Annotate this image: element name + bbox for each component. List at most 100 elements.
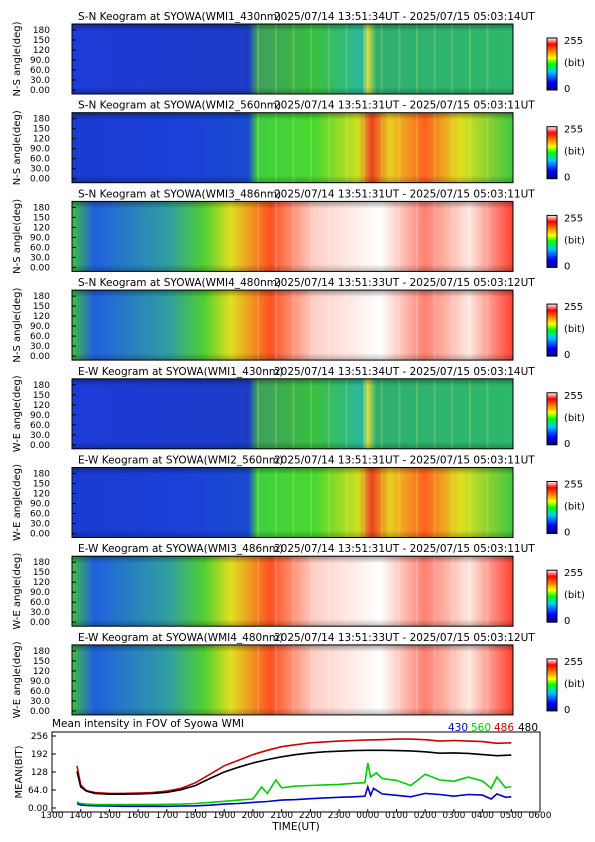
- colorbar-unit: (bit): [564, 590, 585, 601]
- keogram-time-range: 2025/07/14 13:51:34UT - 2025/07/15 05:03…: [274, 366, 535, 378]
- ytick-label: 30.0: [30, 697, 50, 707]
- keogram-ylabel: W-E angle(deg): [12, 375, 23, 452]
- ytick-label: 30.0: [30, 520, 50, 530]
- ytick-label: 60.0: [30, 155, 50, 165]
- keogram-edge-shade: [72, 112, 513, 183]
- colorbar-scale: [546, 392, 558, 446]
- keogram-ylabel: W-E angle(deg): [12, 553, 23, 630]
- colorbar-min: 0: [564, 528, 570, 539]
- legend-560: 560: [471, 722, 491, 734]
- colorbar-unit: (bit): [564, 413, 585, 424]
- colorbar-min: 0: [564, 261, 570, 272]
- ytick-label: 180: [33, 292, 50, 302]
- colorbar-min: 0: [564, 616, 570, 627]
- chart-title: Mean intensity in FOV of Syowa WMI: [52, 718, 244, 730]
- colorbar-unit: (bit): [564, 679, 585, 690]
- legend-430: 430: [448, 722, 468, 734]
- xtick-label: 1400: [69, 811, 92, 821]
- colorbar-scale: [546, 481, 558, 534]
- ytick-label: 30.0: [30, 253, 50, 263]
- colorbar-unit: (bit): [564, 58, 585, 69]
- xtick-label: 0100: [385, 811, 408, 821]
- keogram-title: S-N Keogram at SYOWA(WMI2_560nm): [78, 100, 281, 112]
- colorbar-min: 0: [564, 173, 570, 184]
- keogram-frame: [71, 644, 514, 716]
- ytick-label: 150: [33, 480, 50, 490]
- ytick-label: 0.00: [30, 263, 50, 273]
- xtick-label: 2000: [241, 811, 264, 821]
- mean-intensity-plot: Mean intensity in FOV of Syowa WMI 430 560…: [14, 718, 552, 833]
- xtick-label: 1300: [41, 811, 64, 821]
- colorbar-scale: [546, 214, 558, 268]
- colorbar-min: 0: [564, 350, 570, 361]
- keogram-time-range: 2025/07/14 13:51:31UT - 2025/07/15 05:03…: [274, 188, 535, 200]
- ytick-label: 120: [33, 223, 50, 233]
- keogram-title: S-N Keogram at SYOWA(WMI4_480nm): [78, 277, 281, 289]
- colorbar-scale: [546, 658, 558, 712]
- ytick-label: 150: [33, 302, 50, 312]
- xtick-label: 1600: [127, 811, 150, 821]
- keogram-time-range: 2025/07/14 13:51:31UT - 2025/07/15 05:03…: [274, 100, 535, 112]
- ytick-label: 120: [33, 667, 50, 677]
- ytick-label: 0.00: [30, 618, 50, 628]
- ytick-label: 192: [31, 750, 48, 760]
- ytick-label: 60.0: [30, 421, 50, 431]
- y-axis-label: MEAN(BIT): [14, 745, 25, 798]
- ytick-label: 90.0: [30, 677, 50, 687]
- ytick-label: 64.0: [28, 786, 48, 796]
- keogram-ylabel: N-S angle(deg): [12, 287, 23, 362]
- colorbar-unit: (bit): [564, 235, 585, 246]
- legend-480: 480: [518, 722, 538, 734]
- colorbar-unit: (bit): [564, 147, 585, 158]
- xtick-label: 1900: [213, 811, 236, 821]
- ytick-label: 180: [33, 115, 50, 125]
- ytick-label: 150: [33, 213, 50, 223]
- ytick-label: 30.0: [30, 431, 50, 441]
- ytick-label: 150: [33, 36, 50, 46]
- keogram-title: S-N Keogram at SYOWA(WMI3_486nm): [78, 188, 281, 200]
- xtick-label: 0600: [529, 811, 552, 821]
- keogram-time-range: 2025/07/14 13:51:33UT - 2025/07/15 05:03…: [274, 632, 535, 644]
- ytick-label: 0.00: [30, 175, 50, 185]
- ytick-label: 150: [33, 125, 50, 135]
- colorbar-max: 255: [564, 125, 583, 136]
- colorbar-max: 255: [564, 391, 583, 402]
- keogram-time-range: 2025/07/14 13:51:31UT - 2025/07/15 05:03…: [274, 455, 535, 467]
- keogram-title: E-W Keogram at SYOWA(WMI4_480nm): [78, 632, 283, 644]
- keogram-panel-7: E-W Keogram at SYOWA(WMI3_486nm)2025/07/…: [12, 543, 585, 629]
- ytick-label: 256: [31, 732, 48, 742]
- keogram-frame: [71, 555, 514, 627]
- xtick-label: 1500: [98, 811, 121, 821]
- ytick-label: 150: [33, 391, 50, 401]
- series-line-486: [76, 738, 512, 795]
- keogram-edge-shade: [72, 290, 513, 361]
- colorbar-max: 255: [564, 302, 583, 313]
- xtick-label: 0500: [500, 811, 523, 821]
- ytick-label: 90.0: [30, 322, 50, 332]
- colorbar: 255 (bit) 0: [546, 302, 585, 361]
- ytick-label: 60.0: [30, 332, 50, 342]
- colorbar-min: 0: [564, 439, 570, 450]
- keogram-frame: [71, 23, 514, 95]
- colorbar-unit: (bit): [564, 502, 585, 513]
- ytick-label: 120: [33, 490, 50, 500]
- keogram-frame: [71, 289, 514, 361]
- ytick-label: 60.0: [30, 66, 50, 76]
- colorbar-max: 255: [564, 657, 583, 668]
- keogram-ylabel: W-E angle(deg): [12, 641, 23, 718]
- ytick-label: 60.0: [30, 598, 50, 608]
- keogram-panel-5: E-W Keogram at SYOWA(WMI1_430nm)2025/07/…: [12, 366, 585, 452]
- xtick-label: 2200: [299, 811, 322, 821]
- keogram-ylabel: W-E angle(deg): [12, 464, 23, 541]
- ytick-label: 128: [31, 768, 48, 778]
- colorbar: 255 (bit) 0: [546, 568, 585, 627]
- keogram-ylabel: N-S angle(deg): [12, 110, 23, 185]
- xtick-label: 0000: [356, 811, 379, 821]
- keogram-panel-6: E-W Keogram at SYOWA(WMI2_560nm)2025/07/…: [12, 455, 585, 541]
- ytick-label: 180: [33, 26, 50, 36]
- series-line-560: [76, 762, 512, 806]
- xtick-label: 2300: [328, 811, 351, 821]
- ytick-label: 90.0: [30, 145, 50, 155]
- xtick-label: 0400: [471, 811, 494, 821]
